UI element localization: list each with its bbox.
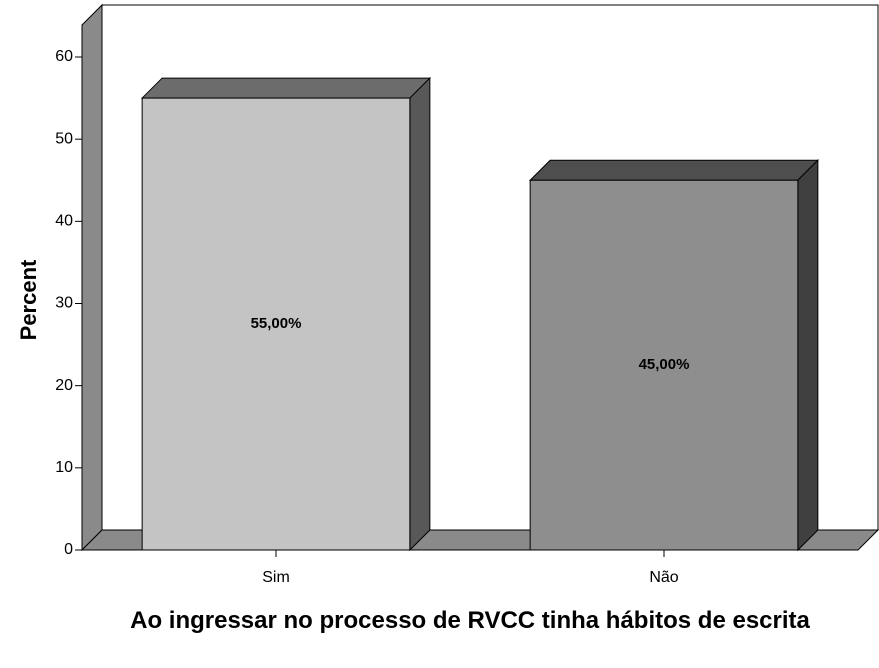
bar [141,97,411,551]
x-tick-label: Sim [262,569,290,586]
y-tick-label: 0 [64,541,73,558]
value-label: 45,00% [639,356,690,373]
y-tick-label: 10 [55,459,73,476]
bar [529,179,799,551]
bar-side [409,76,431,552]
x-axis-title: Ao ingressar no processo de RVCC tinha h… [130,607,810,634]
y-tick-label: 50 [55,130,73,147]
bar-top [140,77,432,99]
y-tick-label: 30 [55,295,73,312]
chart: Percent 0 10 20 30 40 50 60 55,00% Sim 45,00% Não [16,3,879,586]
bar-top [528,159,820,181]
side-wall [81,3,103,552]
y-axis-title: Percent [16,259,41,340]
y-tick-label: 40 [55,213,73,230]
x-tick-label: Não [649,569,678,586]
y-tick-label: 20 [55,377,73,394]
y-tick-label: 60 [55,48,73,65]
value-label: 55,00% [251,315,302,332]
bar-side [797,159,819,552]
